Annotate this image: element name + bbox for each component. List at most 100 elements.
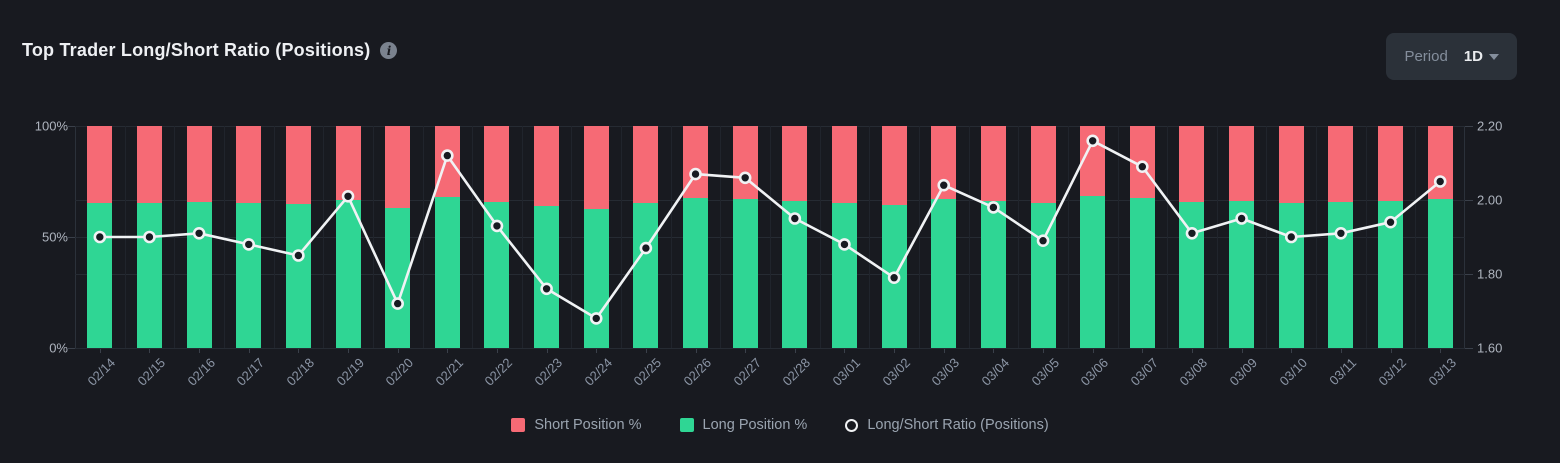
page-title: Top Trader Long/Short Ratio (Positions) <box>22 40 371 60</box>
long-segment <box>1278 202 1304 348</box>
bar-02/17[interactable] <box>236 126 262 348</box>
bar-03/10[interactable] <box>1278 126 1304 348</box>
x-axis-tick <box>1142 349 1144 353</box>
y-axis-right-tick <box>1465 200 1473 201</box>
bar-03/04[interactable] <box>980 126 1006 348</box>
ratio-point-03/05[interactable] <box>1036 234 1050 247</box>
ratio-point-02/16[interactable] <box>192 227 206 240</box>
bar-02/25[interactable] <box>633 126 659 348</box>
x-axis-tick <box>248 349 250 353</box>
y-axis-right-label: 2.20 <box>1477 118 1503 134</box>
bar-03/08[interactable] <box>1179 126 1205 348</box>
gridline-vertical <box>472 126 474 348</box>
bar-02/21[interactable] <box>434 126 460 348</box>
long-position-swatch-icon <box>679 418 694 432</box>
x-axis-label-02/14: 02/14 <box>84 355 119 389</box>
ratio-point-02/28[interactable] <box>788 212 802 225</box>
x-axis-tick <box>1191 349 1193 353</box>
ratio-point-03/02[interactable] <box>887 271 901 284</box>
bar-02/27[interactable] <box>732 126 758 348</box>
ratio-point-02/20[interactable] <box>391 297 404 310</box>
gridline-vertical <box>670 126 672 348</box>
y-axis-right-tick <box>1465 348 1473 349</box>
ratio-point-03/07[interactable] <box>1136 160 1149 174</box>
info-icon[interactable]: i <box>380 42 398 59</box>
chart-header: Top Trader Long/Short Ratio (Positions) … <box>22 40 398 61</box>
ratio-point-02/17[interactable] <box>242 238 256 251</box>
y-axis-left-label: 50% <box>41 229 68 245</box>
x-axis-tick <box>546 349 548 353</box>
x-axis-tick <box>1043 349 1045 353</box>
ratio-point-03/01[interactable] <box>838 238 851 251</box>
bar-03/03[interactable] <box>931 126 957 348</box>
ratio-point-02/21[interactable] <box>441 149 454 162</box>
ratio-point-03/04[interactable] <box>987 201 1000 214</box>
long-segment <box>1427 198 1453 348</box>
legend-item-long[interactable]: Long Position % <box>679 417 807 433</box>
legend-item-short[interactable]: Short Position % <box>511 417 642 433</box>
ratio-point-02/25[interactable] <box>639 241 653 255</box>
ratio-point-03/13[interactable] <box>1433 175 1447 188</box>
ratio-point-03/12[interactable] <box>1384 215 1397 229</box>
y-axis-left-label: 0% <box>49 340 68 356</box>
ratio-point-02/23[interactable] <box>540 282 553 296</box>
long-segment <box>136 202 162 348</box>
ratio-point-02/18[interactable] <box>292 249 305 262</box>
y-axis-left-tick <box>67 348 75 349</box>
y-axis-right-label: 2.00 <box>1477 192 1503 208</box>
ratio-point-02/19[interactable] <box>341 190 355 203</box>
bar-03/05[interactable] <box>1030 126 1056 348</box>
short-segment <box>583 126 609 209</box>
ratio-point-03/11[interactable] <box>1334 227 1348 240</box>
bar-02/26[interactable] <box>683 126 709 348</box>
x-axis-tick <box>1092 349 1094 353</box>
bar-03/01[interactable] <box>831 126 857 348</box>
bar-03/09[interactable] <box>1229 126 1255 348</box>
chart-plot[interactable] <box>75 125 1465 349</box>
period-label: Period <box>1404 48 1448 65</box>
bar-02/16[interactable] <box>186 126 212 348</box>
legend-item-ratio[interactable]: Long/Short Ratio (Positions) <box>845 417 1049 433</box>
x-axis-tick <box>1340 349 1342 353</box>
ratio-point-02/14[interactable] <box>93 230 107 244</box>
short-segment <box>782 126 808 202</box>
bar-02/15[interactable] <box>136 126 162 348</box>
ratio-point-02/22[interactable] <box>490 219 504 233</box>
short-segment <box>186 126 212 203</box>
ratio-point-03/09[interactable] <box>1235 212 1248 225</box>
bar-03/12[interactable] <box>1378 126 1404 348</box>
x-axis-label-02/20: 02/20 <box>382 355 417 389</box>
bar-02/28[interactable] <box>782 126 808 348</box>
x-axis-tick <box>149 349 151 353</box>
bar-02/19[interactable] <box>335 126 361 348</box>
x-axis-label-03/05: 03/05 <box>1028 355 1062 389</box>
gridline-vertical <box>720 126 722 348</box>
ratio-point-02/27[interactable] <box>738 171 752 185</box>
ratio-point-02/15[interactable] <box>143 230 156 244</box>
short-segment <box>335 126 361 200</box>
bar-02/20[interactable] <box>385 126 411 348</box>
bar-03/07[interactable] <box>1129 126 1155 348</box>
ratio-point-03/08[interactable] <box>1185 227 1199 240</box>
gridline-vertical <box>1365 126 1367 348</box>
x-axis-tick <box>1241 349 1243 353</box>
bar-03/11[interactable] <box>1328 126 1354 348</box>
period-selector[interactable]: Period 1D <box>1386 33 1517 80</box>
bar-02/18[interactable] <box>285 126 311 348</box>
ratio-point-03/06[interactable] <box>1086 134 1099 148</box>
bar-02/24[interactable] <box>583 126 609 348</box>
ratio-point-02/26[interactable] <box>689 167 702 181</box>
short-segment <box>1179 126 1205 203</box>
bar-02/14[interactable] <box>87 126 113 348</box>
x-axis-label-02/25: 02/25 <box>630 355 665 389</box>
ratio-point-03/03[interactable] <box>937 178 951 192</box>
ratio-point-03/10[interactable] <box>1284 230 1298 244</box>
y-axis-left-label: 100% <box>34 118 68 134</box>
ratio-point-02/24[interactable] <box>589 312 603 325</box>
x-axis-label-02/16: 02/16 <box>184 355 218 389</box>
x-axis-label-03/08: 03/08 <box>1176 355 1211 389</box>
x-axis-label-03/07: 03/07 <box>1127 355 1161 389</box>
chevron-down-icon <box>1489 53 1499 60</box>
y-axis-right-label: 1.60 <box>1477 340 1503 356</box>
